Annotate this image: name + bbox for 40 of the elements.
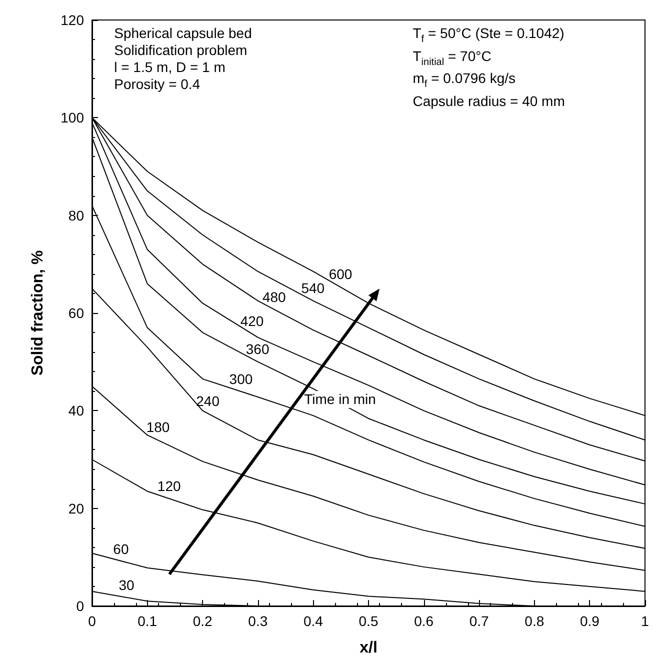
series-label: 600 [328, 266, 352, 284]
annotation: Porosity = 0.4 [114, 76, 200, 92]
x-tick-label: 0.6 [414, 613, 434, 629]
x-tick-label: 0.2 [192, 613, 213, 629]
series-label: 480 [262, 288, 286, 306]
annotation: T$_{initial}$ = 70°C [412, 48, 492, 68]
x-tick-label: 0 [88, 613, 96, 629]
x-tick-label: 0.5 [358, 613, 378, 629]
series-label: 420 [240, 312, 264, 330]
annotation: m$_{f}$ = 0.0796 kg/s [412, 70, 516, 90]
y-tick-label: 100 [60, 110, 84, 126]
y-axis-title: Solid fraction, % [30, 250, 46, 376]
series-label: 240 [196, 392, 220, 410]
series-label: 60 [113, 541, 129, 558]
y-tick-label: 60 [68, 305, 84, 321]
series-label: 120 [157, 478, 181, 495]
x-tick-label: 1 [641, 613, 650, 629]
annotation: Solidification problem [114, 42, 248, 58]
x-tick-label: 0.3 [248, 613, 268, 629]
annotation: Time in min [302, 391, 378, 408]
series-label: 300 [229, 370, 253, 388]
y-tick-label: 0 [76, 598, 84, 614]
x-tick-label: 0.1 [138, 613, 158, 629]
x-tick-label: 0.8 [524, 613, 544, 629]
series-label: 360 [246, 340, 270, 358]
x-tick-label: 0.9 [580, 613, 600, 629]
series-label: 540 [301, 280, 325, 297]
annotation: Spherical capsule bed [114, 24, 252, 41]
annotation: l = 1.5 m, D = 1 m [114, 58, 226, 75]
y-tick-label: 40 [68, 402, 84, 419]
x-axis-title: x/l [360, 640, 378, 656]
annotation: Capsule radius = 40 mm [412, 93, 565, 110]
x-tick-label: 0.4 [303, 613, 324, 629]
y-tick-label: 120 [60, 12, 84, 28]
annotation: T$_{f}$ = 50°C (Ste = 0.1042) [412, 24, 564, 45]
series-label: 30 [118, 577, 134, 594]
y-tick-label: 20 [68, 500, 84, 516]
y-tick-label: 80 [68, 207, 84, 224]
series-label: 180 [146, 419, 170, 436]
x-tick-label: 0.7 [469, 613, 490, 629]
